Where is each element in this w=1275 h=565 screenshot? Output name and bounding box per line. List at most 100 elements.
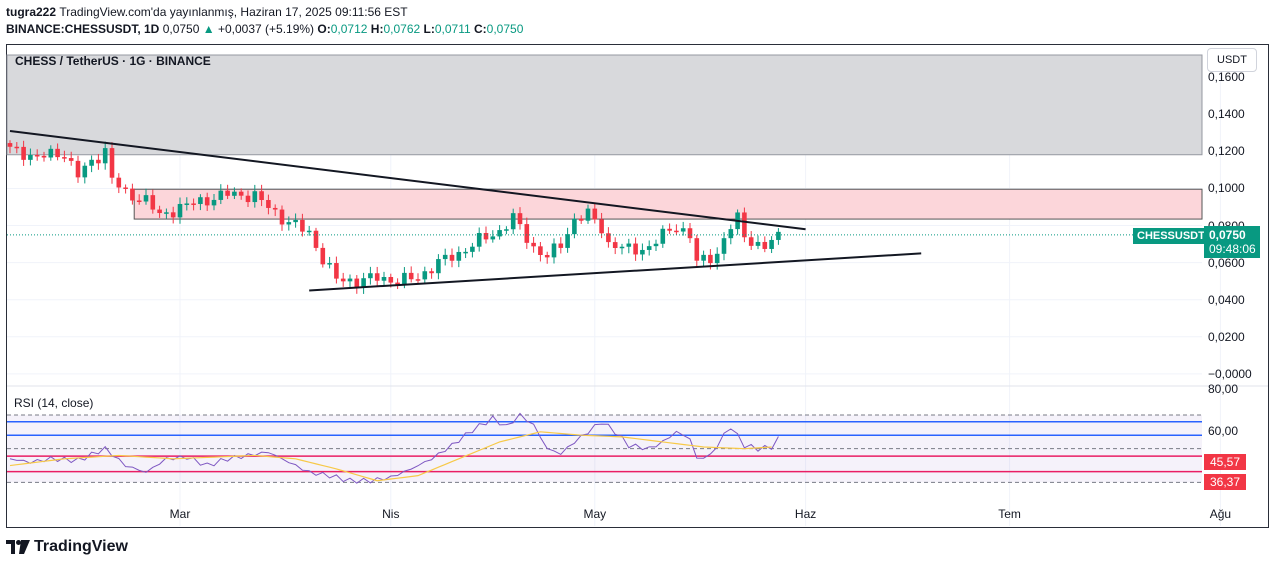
candle-body: [490, 236, 496, 240]
rsi-legend[interactable]: RSI (14, close): [14, 396, 94, 410]
candle-body: [408, 272, 414, 280]
price-tick-label: 0,0200: [1208, 329, 1245, 344]
candle-body: [415, 279, 421, 281]
high-value: 0,0762: [383, 22, 421, 36]
price-tick-label: 0,0400: [1208, 292, 1245, 307]
candle-body: [259, 191, 264, 201]
candle-body: [388, 277, 394, 283]
chart-legend[interactable]: CHESS / TetherUS · 1G · BINANCE: [15, 54, 211, 68]
candle-body: [96, 159, 101, 164]
candle-body: [497, 230, 502, 237]
candle-body: [327, 263, 332, 265]
candle-body: [592, 208, 598, 220]
candle-body: [395, 282, 400, 285]
candle-body: [626, 243, 632, 247]
candle-body: [524, 224, 530, 243]
candle-body: [109, 148, 115, 178]
candle-body: [674, 230, 679, 233]
ohlc-header: BINANCE:CHESSUSDT, 1D 0,0750 ▲ +0,0037 (…: [6, 22, 523, 36]
candle-body: [354, 278, 360, 288]
low-value: 0,0711: [434, 22, 471, 36]
rsi-ma-line: [9, 431, 772, 482]
candle-body: [340, 278, 346, 282]
candle-body: [136, 200, 142, 202]
candle-body: [123, 187, 128, 189]
candle-body: [170, 212, 176, 218]
candle-body: [619, 246, 625, 249]
candle-body: [714, 253, 720, 264]
last-price-tag: 0,0750 09:48:06: [1204, 226, 1260, 258]
candle-body: [748, 237, 754, 246]
candle-body: [82, 165, 88, 178]
candle-body: [252, 191, 258, 203]
candle-body: [279, 209, 285, 225]
candle-body: [606, 233, 611, 243]
price-tick-label: 0,0600: [1208, 255, 1245, 270]
candle-body: [232, 191, 237, 196]
candle-body: [422, 271, 428, 280]
candle-body: [293, 219, 298, 223]
ascending-trendline: [309, 252, 922, 292]
candle-body: [28, 154, 33, 160]
high-label: H:: [370, 22, 384, 36]
candle-body: [347, 278, 353, 282]
time-tick-label: May: [583, 507, 607, 521]
descending-trendline: [9, 130, 806, 231]
symbol-interval: BINANCE:CHESSUSDT, 1D: [6, 22, 160, 36]
candle-body: [694, 238, 700, 261]
candle-body: [143, 195, 149, 202]
candle-body: [517, 213, 523, 225]
tradingview-logo-icon: [6, 540, 30, 554]
candle-body: [544, 254, 550, 258]
candle-body: [191, 203, 196, 205]
symbol-price-label: CHESSUSDT: [1133, 228, 1209, 244]
candle-body: [164, 212, 169, 214]
price-tick-label: 0,1600: [1208, 70, 1245, 85]
candle-body: [211, 199, 217, 206]
candle-body: [762, 241, 768, 249]
candle-body: [177, 203, 183, 218]
candle-body: [640, 249, 645, 255]
candle-body: [687, 228, 693, 239]
candle-body: [585, 208, 591, 221]
publisher-name[interactable]: tugra222: [6, 5, 57, 19]
currency-button[interactable]: USDT: [1207, 48, 1257, 72]
candle-body: [483, 232, 489, 240]
candle-body: [504, 229, 509, 231]
candle-body: [599, 219, 604, 234]
candle-body: [245, 195, 251, 203]
candle-body: [313, 230, 319, 248]
logo-text: TradingView: [34, 538, 128, 555]
price-tick-label: 0,1000: [1208, 181, 1245, 196]
candle-body: [334, 263, 339, 279]
chart-frame: [6, 44, 1269, 528]
rsi-line: [9, 412, 779, 484]
candle-body: [184, 203, 190, 205]
candle-body: [55, 148, 60, 158]
candle-body: [402, 272, 407, 285]
candle-body: [361, 278, 366, 288]
candle-body: [272, 207, 278, 210]
candle-body: [89, 159, 94, 166]
price-tick-label: −0,0000: [1208, 366, 1252, 381]
candle-body: [34, 154, 40, 157]
rsi-tick-label: 60,00: [1208, 424, 1239, 438]
candle-body: [510, 213, 516, 230]
candle-body: [150, 195, 156, 210]
supply-zone: [133, 188, 1203, 220]
close-label: C:: [474, 22, 487, 36]
candle-body: [225, 190, 230, 196]
candle-body: [769, 239, 774, 249]
time-tick-label: Haz: [794, 507, 817, 521]
candle-body: [470, 246, 475, 252]
candle-body: [449, 254, 455, 261]
candle-body: [456, 251, 462, 261]
time-tick-label: Tem: [998, 507, 1021, 521]
rsi-lower-level-tag: 36,37: [1204, 474, 1246, 490]
low-label: L:: [423, 22, 435, 36]
resistance-zone: [6, 54, 1203, 156]
candle-body: [320, 247, 326, 265]
candle-body: [742, 212, 747, 238]
tradingview-logo[interactable]: TradingView: [6, 538, 128, 556]
